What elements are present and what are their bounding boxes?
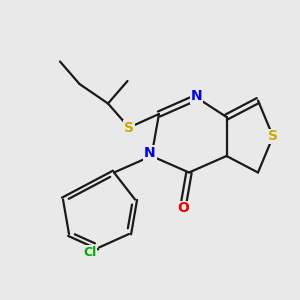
- Text: O: O: [177, 202, 189, 215]
- Text: S: S: [124, 121, 134, 134]
- Text: Cl: Cl: [83, 245, 97, 259]
- Text: S: S: [268, 130, 278, 143]
- Text: N: N: [191, 89, 202, 103]
- Text: N: N: [144, 146, 156, 160]
